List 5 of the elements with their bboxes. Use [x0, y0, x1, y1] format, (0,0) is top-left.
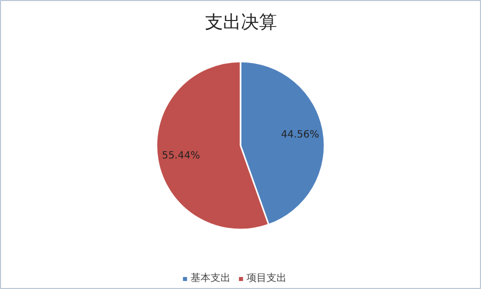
chart-title: 支出决算 — [205, 12, 277, 33]
legend-label: 项目支出 — [246, 272, 286, 285]
data-label: 44.56% — [281, 130, 320, 141]
legend-label: 基本支出 — [190, 272, 230, 285]
data-label: 55.44% — [162, 150, 200, 162]
